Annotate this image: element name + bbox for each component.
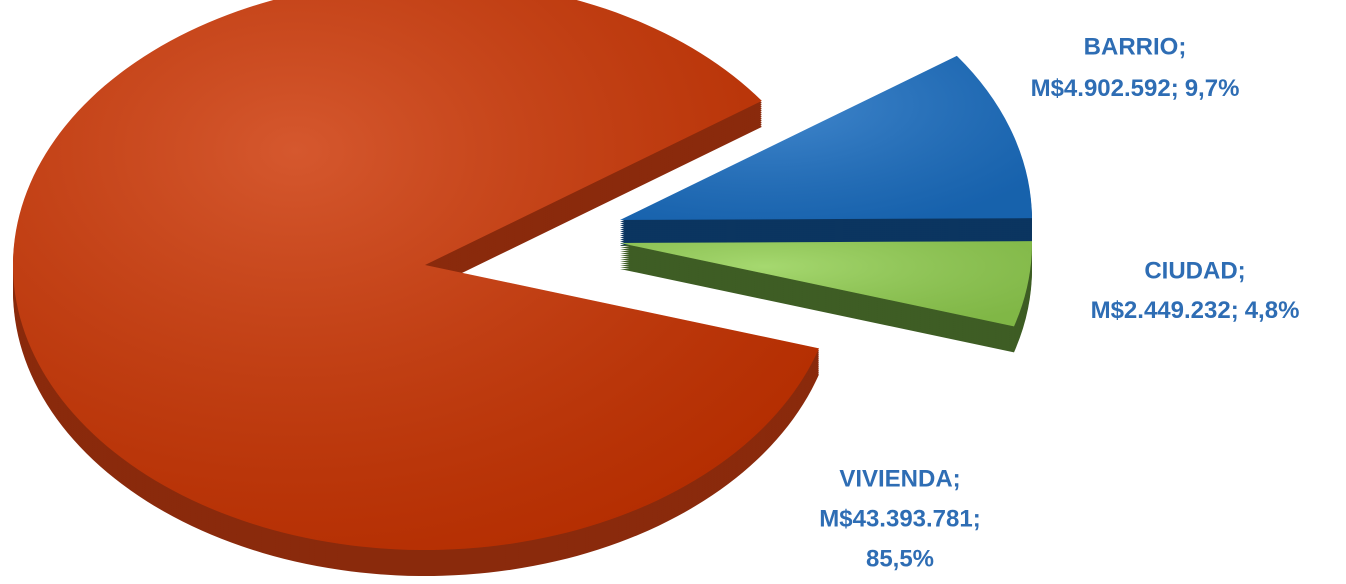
pie [13, 0, 1032, 577]
value-percent-label: M$2.449.232; 4,8% [1091, 297, 1300, 324]
value-label: M$4.902.592; [1031, 75, 1179, 102]
category-label: CIUDAD; [1144, 257, 1245, 284]
value-percent-label: M$4.902.592; 9,7% [1031, 75, 1240, 102]
percent-label: 85,5% [866, 545, 934, 572]
category-label: BARRIO; [1084, 33, 1187, 60]
value-label: M$2.449.232; [1091, 297, 1239, 324]
slice-shade [620, 241, 1032, 327]
labels: VIVIENDA; M$43.393.781; 85,5% BARRIO; M$4.90… [819, 33, 1299, 572]
slice-shade [620, 55, 1032, 220]
value-label: M$43.393.781; [819, 505, 980, 532]
percent-label: 9,7% [1185, 75, 1240, 102]
percent-label: 4,8% [1245, 297, 1300, 324]
category-label: VIVIENDA; [839, 465, 960, 492]
slice-shade [13, 0, 819, 550]
